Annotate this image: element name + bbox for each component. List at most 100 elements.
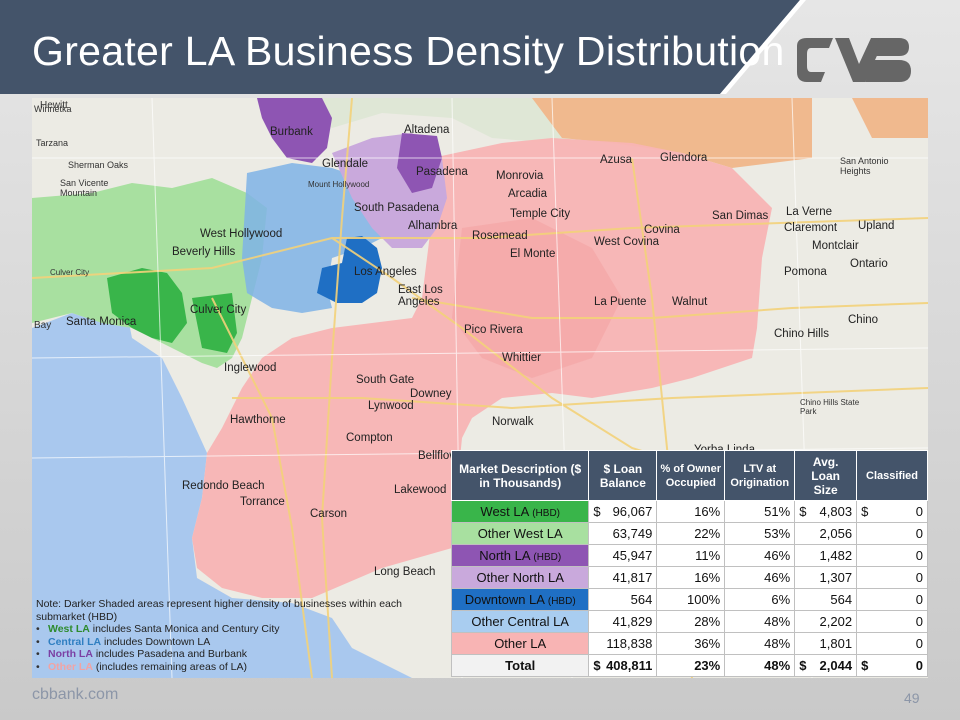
page-number: 49 bbox=[904, 690, 920, 706]
ltv-cell: 51% bbox=[724, 500, 796, 523]
total-owner-occupied: 23% bbox=[656, 654, 726, 677]
table-row: West LA (HBD) $96,067 16% 51% $4,803 $0 bbox=[450, 500, 928, 523]
classified-cell: 0 bbox=[856, 566, 928, 589]
owner-occupied-cell: 28% bbox=[656, 610, 726, 633]
map-label: Norwalk bbox=[492, 416, 534, 428]
market-name: West LA bbox=[480, 504, 529, 519]
table-row: Other North LA 41,817 16% 46% 1,307 0 bbox=[450, 566, 928, 589]
hbd-suffix: (HBD) bbox=[547, 596, 576, 607]
map-label: Downey bbox=[410, 388, 452, 400]
map-label: Inglewood bbox=[224, 362, 277, 374]
market-name: Other LA bbox=[494, 636, 547, 651]
map-label: Beverly Hills bbox=[172, 246, 236, 258]
map-label: Los Angeles bbox=[354, 266, 417, 278]
map-label: East Los Angeles bbox=[398, 284, 443, 308]
map-label: Montclair bbox=[812, 240, 859, 252]
avg-loan-cell: 564 bbox=[794, 588, 858, 611]
map-label: Altadena bbox=[404, 124, 450, 136]
note-keyword: West LA bbox=[48, 623, 90, 635]
market-cell: North LA (HBD) bbox=[450, 544, 590, 567]
classified-value: 0 bbox=[915, 504, 923, 519]
currency-symbol: $ bbox=[799, 658, 807, 673]
currency-symbol: $ bbox=[861, 504, 869, 519]
map-label: Santa Monica bbox=[66, 316, 137, 328]
map-label: South Gate bbox=[356, 374, 415, 386]
col-market: Market Description ($ in Thousands) bbox=[450, 450, 590, 501]
owner-occupied-cell: 36% bbox=[656, 632, 726, 655]
market-cell: Other West LA bbox=[450, 522, 590, 545]
ltv-cell: 46% bbox=[724, 566, 796, 589]
map-label: Long Beach bbox=[374, 566, 436, 578]
loan-table: Market Description ($ in Thousands) $ Lo… bbox=[450, 450, 928, 677]
map-label: Culver City bbox=[190, 304, 247, 316]
market-name: Other North LA bbox=[476, 570, 564, 585]
total-label: Total bbox=[450, 654, 590, 677]
map-label: Walnut bbox=[672, 296, 708, 308]
owner-occupied-cell: 16% bbox=[656, 500, 726, 523]
total-avg-loan: 2,044 bbox=[819, 658, 853, 673]
ltv-cell: 6% bbox=[724, 588, 796, 611]
map-label: Bay bbox=[34, 320, 52, 331]
avg-loan-cell: 2,056 bbox=[794, 522, 858, 545]
map-label: Monrovia bbox=[496, 170, 544, 182]
currency-symbol: $ bbox=[799, 504, 807, 519]
col-classified: Classified bbox=[856, 450, 928, 501]
map-label: Compton bbox=[346, 432, 393, 444]
map-label: South Pasadena bbox=[354, 202, 440, 214]
map-label: Hewitt bbox=[40, 100, 68, 111]
map-label: San Vicente Mountain bbox=[60, 178, 109, 198]
ltv-cell: 48% bbox=[724, 610, 796, 633]
map-label: Glendora bbox=[660, 152, 708, 164]
map-label: Upland bbox=[858, 220, 895, 232]
note-item-central: Central LA includes Downtown LA bbox=[36, 636, 446, 649]
loan-balance-cell: 45,947 bbox=[588, 544, 658, 567]
map-label: Redondo Beach bbox=[182, 480, 265, 492]
map-label: Temple City bbox=[510, 208, 571, 220]
note-text: Note: Darker Shaded areas represent high… bbox=[36, 598, 402, 623]
map-label: Chino Hills bbox=[774, 328, 829, 340]
classified-cell: 0 bbox=[856, 522, 928, 545]
owner-occupied-cell: 100% bbox=[656, 588, 726, 611]
table-row: Downtown LA (HBD) 564 100% 6% 564 0 bbox=[450, 588, 928, 611]
footer-url[interactable]: cbbank.com bbox=[32, 686, 119, 703]
loan-balance-cell: 41,817 bbox=[588, 566, 658, 589]
map-label: Torrance bbox=[240, 496, 285, 508]
note-description: includes Pasadena and Burbank bbox=[92, 648, 248, 660]
map-label: Pomona bbox=[784, 266, 827, 278]
classified-cell: 0 bbox=[856, 544, 928, 567]
note-keyword: Central LA bbox=[48, 635, 102, 648]
note-keyword: Other LA bbox=[48, 660, 93, 673]
currency-symbol: $ bbox=[593, 504, 601, 519]
map-label: Lakewood bbox=[394, 484, 447, 496]
table-row: Other West LA 63,749 22% 53% 2,056 0 bbox=[450, 522, 928, 545]
total-ltv: 48% bbox=[724, 654, 796, 677]
note-description: (includes remaining areas of LA) bbox=[92, 660, 247, 673]
map-label: Claremont bbox=[784, 222, 838, 234]
market-name: Other Central LA bbox=[471, 614, 569, 629]
note-item-west: West LA includes Santa Monica and Centur… bbox=[36, 623, 446, 636]
note-description: includes Downtown LA bbox=[101, 635, 211, 648]
table-row: Other LA 118,838 36% 48% 1,801 0 bbox=[450, 632, 928, 655]
total-classified: 0 bbox=[915, 658, 923, 673]
market-name: Downtown LA bbox=[464, 592, 545, 607]
note-keyword: North LA bbox=[48, 648, 93, 660]
market-cell: Downtown LA (HBD) bbox=[450, 588, 590, 611]
map-label: Whittier bbox=[502, 352, 541, 364]
col-avg-loan: Avg. Loan Size bbox=[794, 450, 858, 501]
cvb-logo bbox=[797, 38, 911, 82]
map-label: Burbank bbox=[270, 126, 313, 138]
avg-loan-value: 4,803 bbox=[819, 504, 853, 519]
loan-balance-value: 96,067 bbox=[612, 504, 653, 519]
market-cell: Other LA bbox=[450, 632, 590, 655]
classified-cell: 0 bbox=[856, 632, 928, 655]
avg-loan-cell: 1,482 bbox=[794, 544, 858, 567]
ltv-cell: 53% bbox=[724, 522, 796, 545]
avg-loan-cell: 2,202 bbox=[794, 610, 858, 633]
map-label: West Hollywood bbox=[200, 228, 283, 240]
map-label: La Puente bbox=[594, 296, 647, 308]
total-loan-balance-cell: $408,811 bbox=[588, 654, 658, 677]
avg-loan-cell: $4,803 bbox=[794, 500, 858, 523]
map-label: Alhambra bbox=[408, 220, 458, 232]
map-label: Lynwood bbox=[368, 400, 414, 412]
col-ltv: LTV at Origination bbox=[724, 450, 796, 501]
